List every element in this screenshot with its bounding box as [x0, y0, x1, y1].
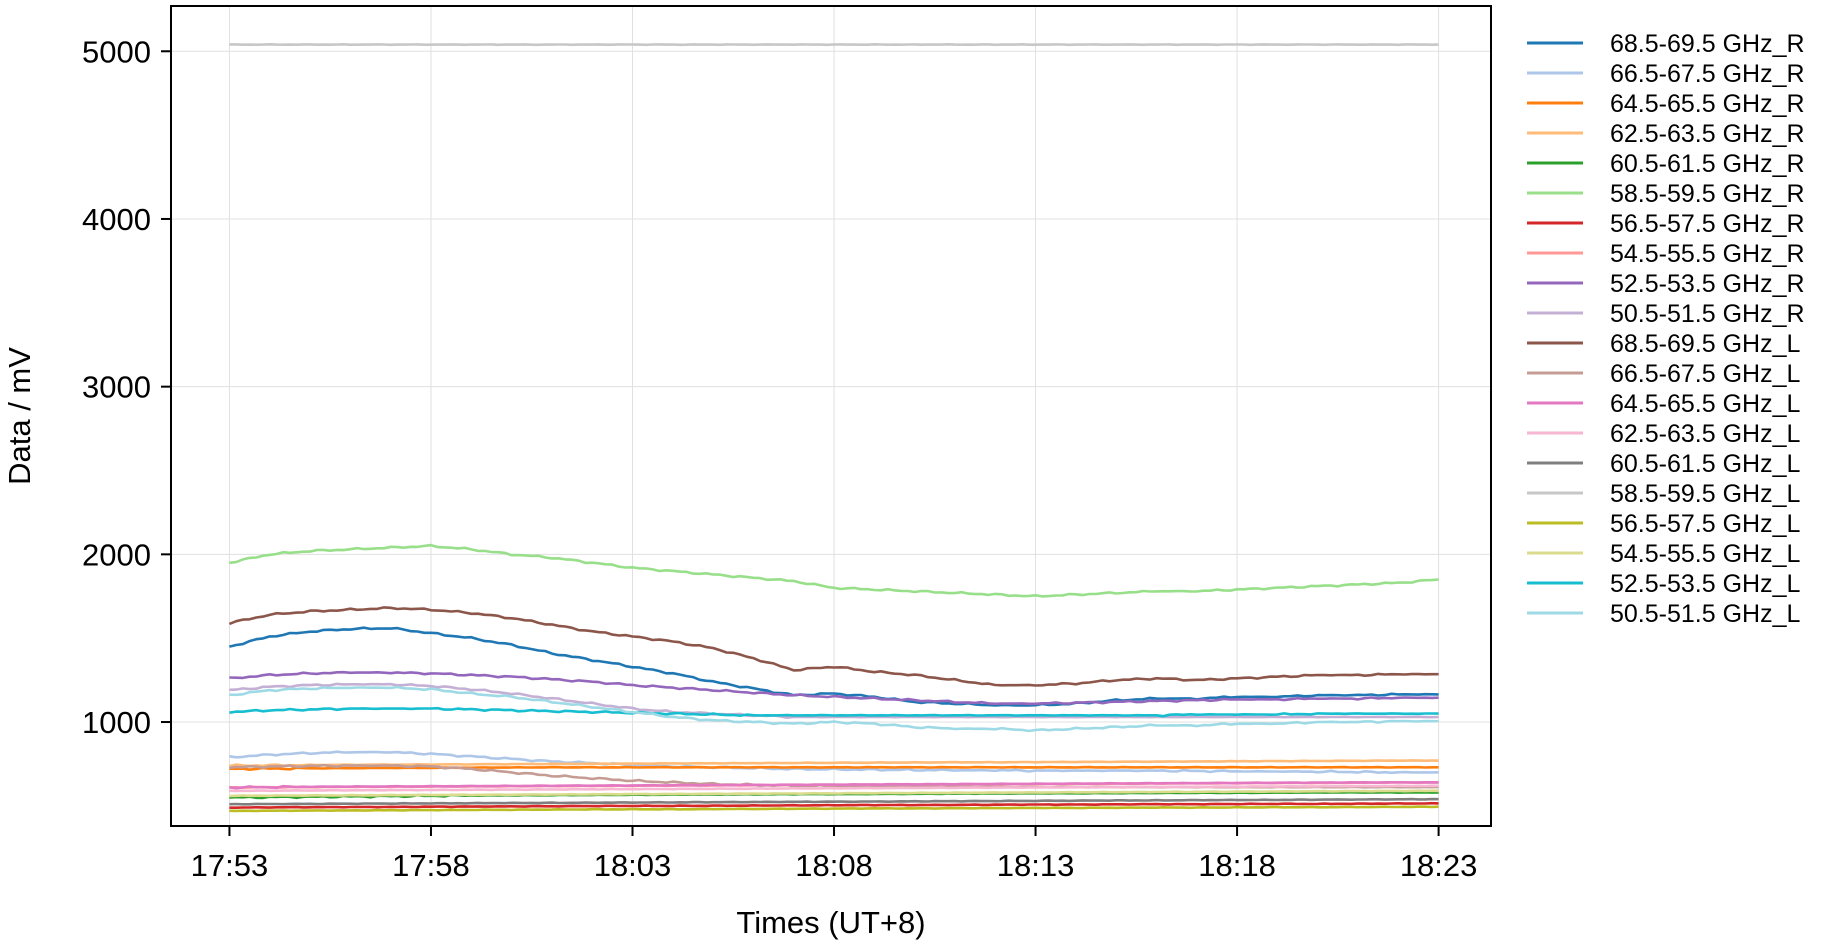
legend-label: 64.5-65.5 GHz_R — [1610, 90, 1805, 118]
legend-label: 66.5-67.5 GHz_L — [1610, 360, 1800, 388]
legend-label: 60.5-61.5 GHz_R — [1610, 150, 1805, 178]
y-tick-label: 3000 — [82, 370, 151, 405]
legend-label: 68.5-69.5 GHz_R — [1610, 30, 1805, 58]
y-tick-label: 5000 — [82, 34, 151, 69]
x-tick-label: 18:03 — [594, 848, 672, 883]
legend-label: 56.5-57.5 GHz_R — [1610, 210, 1805, 238]
x-tick-label: 17:53 — [191, 848, 269, 883]
series-line — [229, 682, 1439, 720]
legend-label: 52.5-53.5 GHz_L — [1610, 570, 1800, 598]
series-line — [229, 797, 1439, 806]
legend-label: 54.5-55.5 GHz_L — [1610, 540, 1800, 568]
y-tick-label: 4000 — [82, 202, 151, 237]
series-line — [229, 685, 1439, 733]
y-axis-label: Data / mV — [2, 347, 37, 485]
series-line — [229, 706, 1439, 718]
legend-label: 60.5-61.5 GHz_L — [1610, 450, 1800, 478]
y-axis: 1000 2000 3000 4000 5000 — [82, 34, 171, 740]
series-line — [229, 42, 1439, 47]
series-line — [229, 670, 1439, 706]
series-line — [229, 805, 1439, 813]
series-line — [229, 543, 1439, 598]
series-line — [229, 626, 1439, 707]
legend-label: 66.5-67.5 GHz_R — [1610, 60, 1805, 88]
legend-label: 56.5-57.5 GHz_L — [1610, 510, 1800, 538]
series-line — [229, 759, 1439, 768]
legend-label: 64.5-65.5 GHz_L — [1610, 390, 1800, 418]
series-line — [229, 789, 1439, 798]
x-tick-label: 17:58 — [392, 848, 470, 883]
x-tick-label: 18:08 — [795, 848, 873, 883]
series-line — [229, 780, 1439, 790]
legend: 68.5-69.5 GHz_R66.5-67.5 GHz_R64.5-65.5 … — [1527, 30, 1805, 628]
legend-label: 54.5-55.5 GHz_R — [1610, 240, 1805, 268]
legend-label: 62.5-63.5 GHz_L — [1610, 420, 1800, 448]
plot-frame — [170, 5, 1492, 827]
x-tick-label: 18:18 — [1198, 848, 1276, 883]
grid — [171, 6, 1491, 826]
legend-label: 50.5-51.5 GHz_L — [1610, 600, 1800, 628]
series-line — [229, 765, 1439, 772]
legend-label: 58.5-59.5 GHz_L — [1610, 480, 1800, 508]
y-tick-label: 2000 — [82, 537, 151, 572]
series-line — [229, 801, 1439, 810]
legend-label: 62.5-63.5 GHz_R — [1610, 120, 1805, 148]
x-axis: 17:53 17:58 18:03 18:08 18:13 18:18 18:23 — [191, 826, 1478, 883]
legend-label: 68.5-69.5 GHz_L — [1610, 330, 1800, 358]
x-tick-label: 18:13 — [997, 848, 1075, 883]
x-tick-label: 18:23 — [1400, 848, 1478, 883]
series-line — [229, 784, 1439, 793]
series-line — [228, 606, 1439, 687]
legend-label: 58.5-59.5 GHz_R — [1610, 180, 1805, 208]
series-lines — [228, 42, 1439, 813]
x-axis-label: Times (UT+8) — [736, 905, 925, 940]
legend-label: 50.5-51.5 GHz_R — [1610, 300, 1805, 328]
y-tick-label: 1000 — [82, 705, 151, 740]
legend-label: 52.5-53.5 GHz_R — [1610, 270, 1805, 298]
